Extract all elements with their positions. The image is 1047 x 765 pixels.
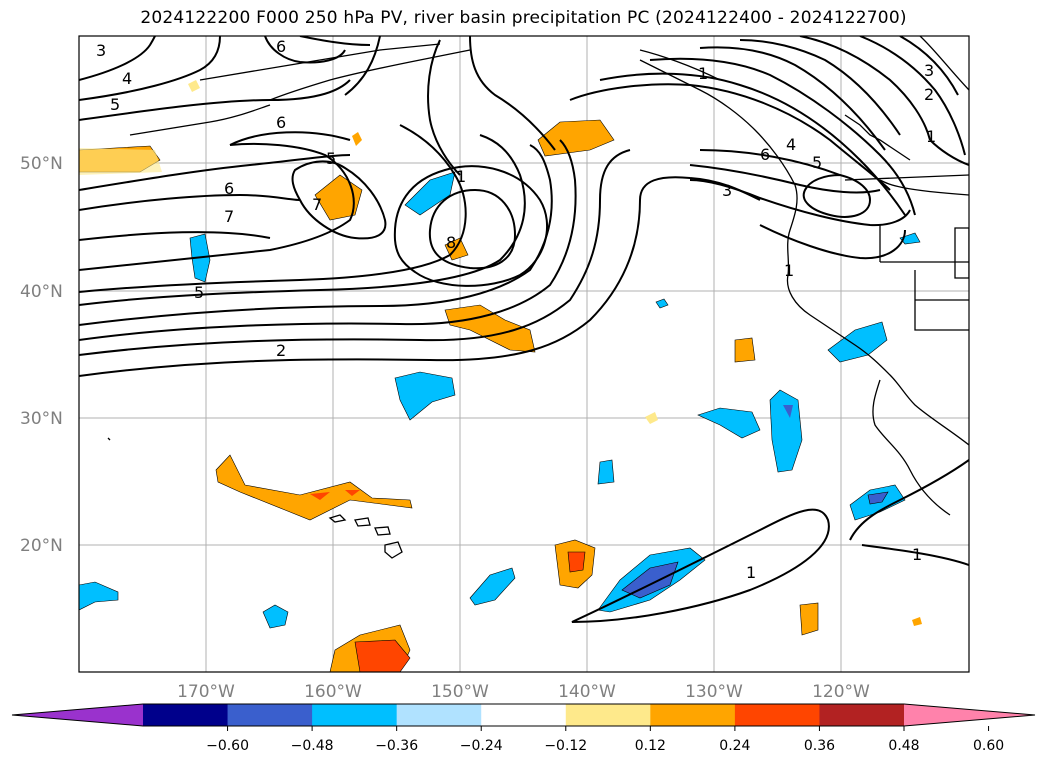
plot-area <box>79 36 969 672</box>
lat-label: 20°N <box>20 536 63 556</box>
colorbar-tick-label: −0.36 <box>375 738 418 754</box>
colorbar-tick-label: −0.60 <box>206 738 249 754</box>
colorbar-tick-label: 0.48 <box>888 738 919 754</box>
colorbar-segment <box>819 704 905 726</box>
lon-label: 130°W <box>685 682 743 702</box>
lat-label: 50°N <box>20 154 63 174</box>
colorbar-tick-label: −0.24 <box>460 738 503 754</box>
colorbar-segment <box>143 704 229 726</box>
colorbar-outline <box>11 703 1036 727</box>
contour-label: 6 <box>276 113 286 132</box>
contour-label: 5 <box>812 153 822 172</box>
contour-label: 1 <box>912 545 922 564</box>
contour-labels: 3 6 4 5 6 5 6 7 7 1 8 5 2 1 3 2 1 4 6 5 … <box>96 37 936 582</box>
contour-label: 2 <box>276 341 286 360</box>
contour-label: 3 <box>96 41 106 60</box>
contour-label: 1 <box>698 64 708 83</box>
lon-label: 120°W <box>812 682 870 702</box>
contour-label: 1 <box>926 127 936 146</box>
lon-label: 140°W <box>558 682 616 702</box>
colorbar-tick-label: −0.48 <box>291 738 334 754</box>
contour-label: 7 <box>224 207 234 226</box>
pv-contours <box>79 36 969 623</box>
contour-label: 6 <box>224 179 234 198</box>
colorbar: −0.60 −0.48 −0.36 −0.24 −0.12 0.12 0.24 0.36 0.4… <box>11 703 1036 754</box>
contour-label: 4 <box>122 69 132 88</box>
contour-label: 5 <box>110 95 120 114</box>
contour-label: 8 <box>446 233 456 252</box>
colorbar-extend-low <box>12 704 143 726</box>
colorbar-segment <box>734 704 820 726</box>
contour-label: 6 <box>276 37 286 56</box>
colorbar-segment <box>227 704 313 726</box>
contour-label: 1 <box>784 261 794 280</box>
colorbar-segment <box>312 704 398 726</box>
contour-label: 2 <box>924 85 934 104</box>
colorbar-segment <box>565 704 651 726</box>
contour-label: 4 <box>786 135 796 154</box>
longitude-labels: 170°W 160°W 150°W 140°W 130°W 120°W <box>177 682 870 702</box>
colorbar-tick-label: 0.60 <box>973 738 1004 754</box>
lat-label: 40°N <box>20 282 63 302</box>
contour-label: 1 <box>746 563 756 582</box>
lon-label: 160°W <box>304 682 362 702</box>
contour-label: 3 <box>924 61 934 80</box>
contour-label: 7 <box>312 195 322 214</box>
lat-label: 30°N <box>20 409 63 429</box>
colorbar-extend-high <box>904 704 1035 726</box>
plot-frame <box>78 35 970 673</box>
colorbar-tick-label: 0.36 <box>804 738 835 754</box>
contour-label: 5 <box>326 149 336 168</box>
latitude-labels: 20°N 30°N 40°N 50°N <box>20 154 63 556</box>
lon-label: 150°W <box>431 682 489 702</box>
coastlines <box>107 36 969 559</box>
lon-label: 170°W <box>177 682 235 702</box>
colorbar-tick-label: 0.24 <box>719 738 750 754</box>
colorbar-segment <box>396 704 482 726</box>
colorbar-tick-label: −0.12 <box>544 738 587 754</box>
positive-precip-shading <box>79 80 922 672</box>
map-title: 2024122200 F000 250 hPa PV, river basin … <box>140 8 907 28</box>
colorbar-segment <box>650 704 736 726</box>
contour-label: 3 <box>722 181 732 200</box>
contour-label: 1 <box>456 167 466 186</box>
contour-label: 5 <box>194 283 204 302</box>
colorbar-tick-label: 0.12 <box>635 738 666 754</box>
contour-label: 6 <box>760 145 770 164</box>
colorbar-segment <box>481 704 567 726</box>
